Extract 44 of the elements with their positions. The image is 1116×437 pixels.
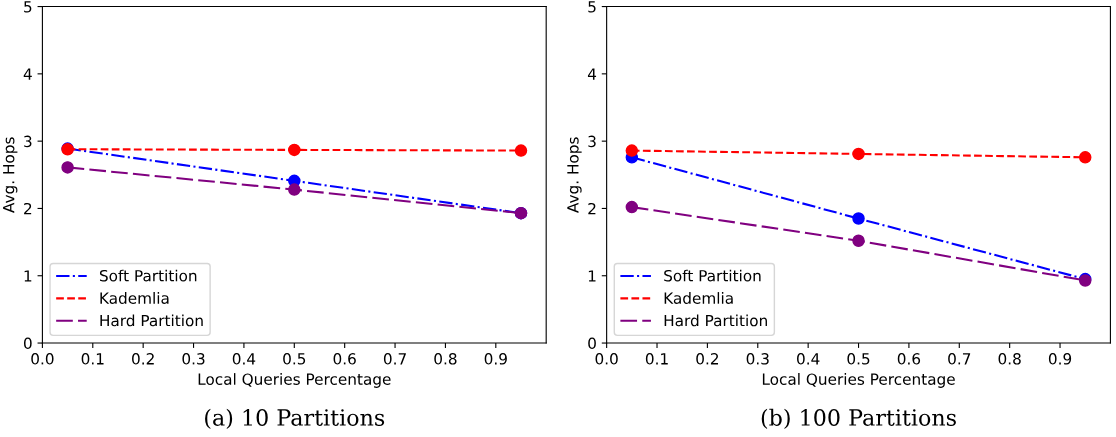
y-axis-title: Avg. Hops bbox=[567, 137, 582, 213]
x-tick-label: 0.6 bbox=[333, 353, 356, 365]
x-tick-label: 0.0 bbox=[595, 353, 618, 365]
y-tick-label: 3 bbox=[24, 135, 32, 148]
legend-label: Soft Partition bbox=[664, 269, 761, 282]
x-axis-title: Local Queries Percentage bbox=[198, 373, 391, 388]
x-tick-label: 0.9 bbox=[1048, 353, 1072, 365]
text: (b) 100 Partitions bbox=[761, 408, 956, 430]
y-tick-label: 5 bbox=[588, 1, 596, 13]
x-tick-label: 0.5 bbox=[283, 353, 306, 365]
y-tick-label: 4 bbox=[587, 68, 597, 80]
x-tick-label: 0.7 bbox=[948, 353, 971, 365]
y-axis-title: Avg. Hops bbox=[3, 137, 18, 213]
x-tick-label: 0.3 bbox=[746, 353, 769, 365]
x-tick-label: 0.9 bbox=[484, 353, 507, 365]
x-tick-label: 0.8 bbox=[998, 353, 1021, 365]
legend-label: Hard Partition bbox=[100, 314, 203, 327]
y-tick-label: 2 bbox=[588, 202, 596, 215]
y-tick-label: 3 bbox=[588, 135, 596, 148]
x-tick-label: 0.0 bbox=[31, 353, 54, 365]
y-tick-label: 5 bbox=[24, 1, 32, 13]
legend-label: Kademlia bbox=[100, 292, 169, 304]
y-tick-label: 0 bbox=[588, 337, 596, 350]
x-tick-label: 0.2 bbox=[132, 353, 154, 365]
x-axis-title: Local Queries Percentage bbox=[762, 373, 955, 388]
legend-label: Kademlia bbox=[664, 292, 733, 304]
y-tick-label: 1 bbox=[24, 270, 32, 282]
y-tick-label: 2 bbox=[24, 202, 32, 215]
x-tick-label: 0.1 bbox=[81, 353, 104, 365]
x-tick-label: 0.1 bbox=[645, 353, 668, 365]
y-tick-label: 0 bbox=[23, 337, 32, 350]
y-tick-label: 1 bbox=[588, 270, 596, 282]
x-tick-label: 0.8 bbox=[434, 353, 457, 365]
legend-label: Soft Partition bbox=[99, 269, 197, 282]
x-tick-label: 0.4 bbox=[232, 353, 256, 365]
x-tick-label: 0.2 bbox=[696, 353, 719, 365]
x-tick-label: 0.4 bbox=[797, 353, 820, 365]
x-tick-label: 0.5 bbox=[847, 353, 870, 365]
y-tick-label: 4 bbox=[23, 68, 32, 80]
x-tick-label: 0.3 bbox=[182, 353, 205, 365]
legend-label: Hard Partition bbox=[664, 314, 767, 327]
x-tick-label: 0.6 bbox=[897, 353, 921, 365]
x-tick-label: 0.7 bbox=[383, 353, 406, 365]
text: (a) 10 Partitions bbox=[205, 408, 385, 430]
